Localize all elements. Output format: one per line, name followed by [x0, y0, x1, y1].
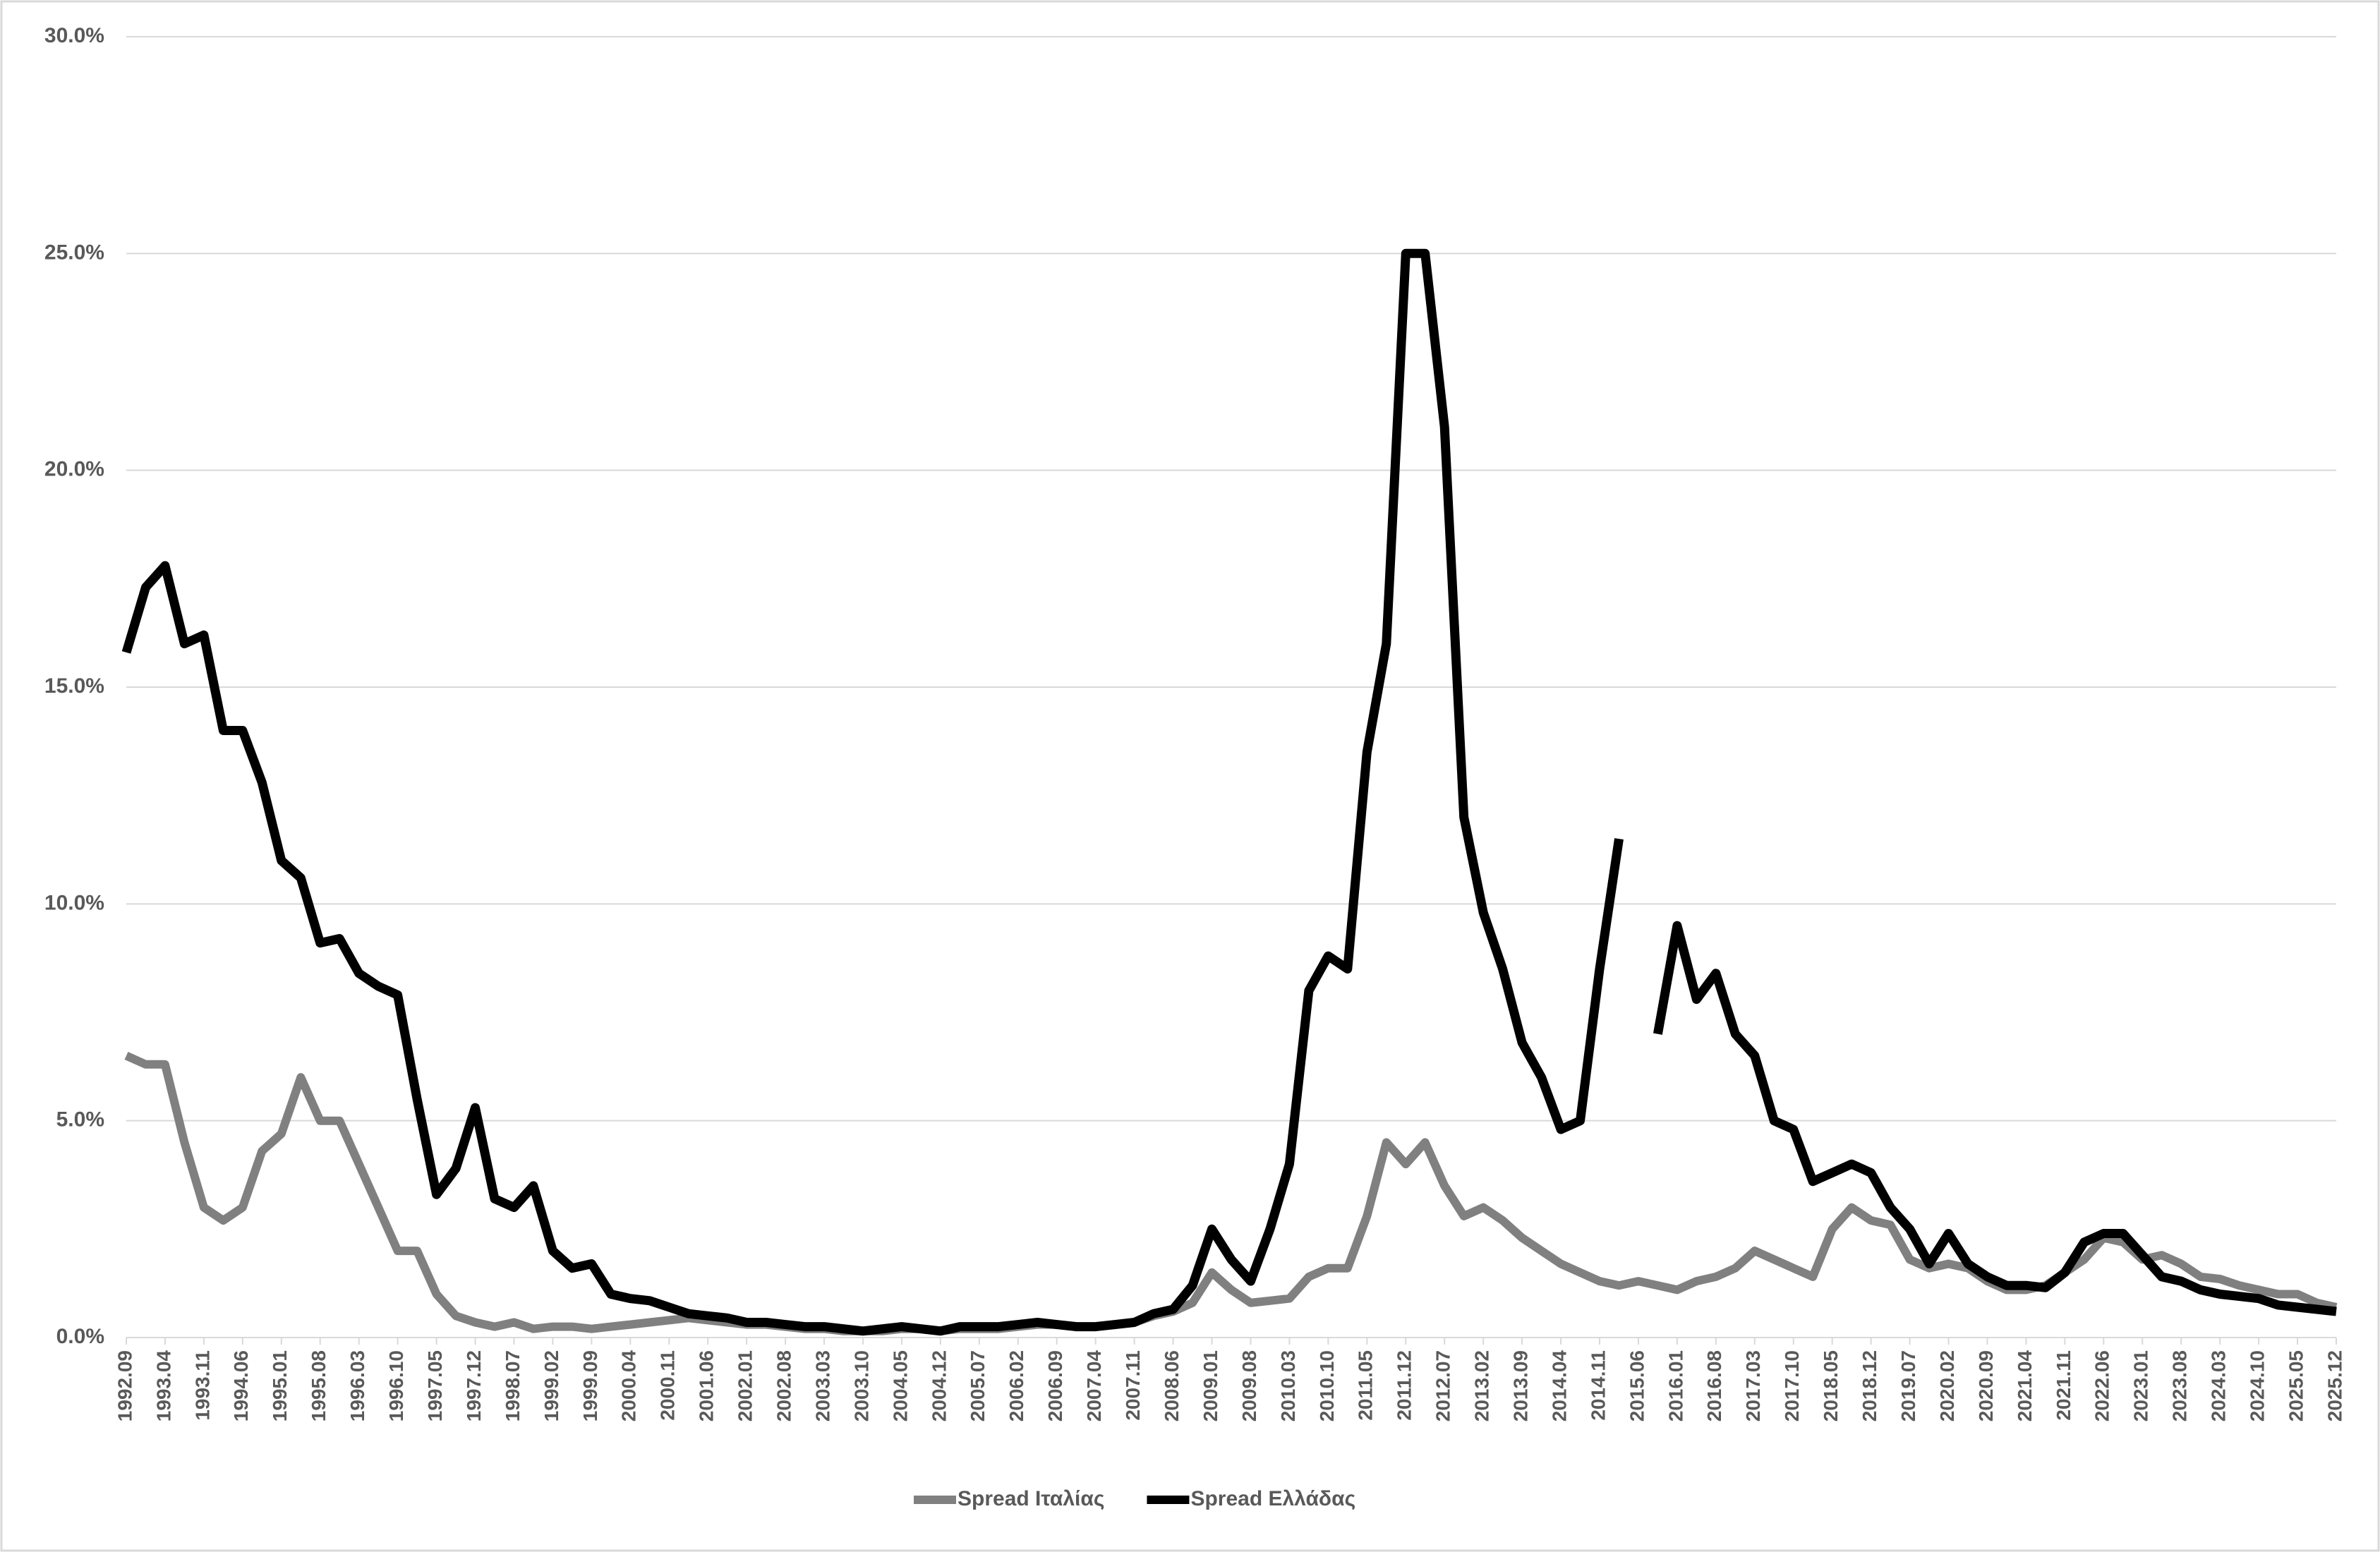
x-tick-label: 1997.12 [463, 1350, 485, 1421]
x-tick-label: 2017.03 [1742, 1350, 1764, 1421]
x-tick-label: 2015.06 [1626, 1350, 1648, 1421]
x-tick-label: 1992.09 [114, 1350, 135, 1421]
y-tick-label: 10.0% [44, 891, 104, 914]
x-tick-label: 2025.05 [2285, 1350, 2307, 1421]
x-tick-label: 1996.03 [346, 1350, 368, 1421]
legend-label: Spread Ιταλίας [958, 1487, 1104, 1510]
x-tick-label: 1997.05 [424, 1350, 446, 1421]
x-tick-label: 2004.05 [889, 1350, 911, 1421]
x-tick-label: 2023.08 [2169, 1350, 2191, 1421]
x-tick-label: 2006.02 [1005, 1350, 1027, 1421]
x-tick-label: 2020.09 [1975, 1350, 1997, 1421]
x-tick-label: 2011.12 [1394, 1350, 1415, 1421]
y-tick-label: 0.0% [56, 1325, 104, 1348]
x-tick-label: 2022.06 [2091, 1350, 2113, 1421]
x-tick-label: 2000.04 [618, 1350, 640, 1422]
x-tick-label: 2017.10 [1781, 1350, 1803, 1421]
series-line [121, 248, 2337, 1336]
x-tick-label: 2013.02 [1471, 1350, 1493, 1421]
x-tick-label: 1993.11 [191, 1350, 213, 1421]
x-tick-label: 2014.04 [1548, 1350, 1570, 1422]
y-tick-label: 5.0% [56, 1108, 104, 1132]
x-tick-label: 2023.01 [2130, 1350, 2152, 1421]
y-tick-label: 20.0% [44, 458, 104, 481]
x-tick-label: 2016.08 [1703, 1350, 1725, 1421]
x-tick-label: 1995.08 [308, 1350, 330, 1421]
x-tick-label: 1996.10 [385, 1350, 407, 1421]
x-tick-label: 2007.11 [1122, 1350, 1144, 1421]
x-tick-label: 2003.03 [811, 1350, 833, 1421]
x-tick-label: 2013.09 [1509, 1350, 1531, 1421]
legend: Spread Ιταλίας Spread Ελλάδας [914, 1487, 1355, 1510]
x-tick-label: 2012.07 [1432, 1350, 1454, 1421]
x-tick-label: 2025.12 [2324, 1350, 2345, 1421]
x-tick-label: 2005.07 [967, 1350, 989, 1421]
y-tick-label: 30.0% [44, 24, 104, 47]
x-tick-label: 2002.01 [735, 1350, 756, 1421]
x-tick-label: 2014.11 [1587, 1350, 1609, 1421]
y-tick-label: 15.0% [44, 674, 104, 698]
x-tick-label: 2018.12 [1859, 1350, 1880, 1421]
x-tick-label: 2021.04 [2014, 1350, 2036, 1422]
legend-label: Spread Ελλάδας [1190, 1487, 1355, 1510]
x-tick-label: 2020.02 [1936, 1350, 1958, 1421]
x-tick-label: 2004.12 [928, 1350, 950, 1421]
x-tick-label: 2010.03 [1277, 1350, 1299, 1421]
x-tick-label: 2003.10 [850, 1350, 872, 1421]
x-tick-label: 1999.02 [540, 1350, 562, 1421]
x-tick-label: 2007.04 [1083, 1350, 1105, 1422]
x-tick-label: 2024.10 [2246, 1350, 2268, 1421]
x-tick-label: 2002.08 [773, 1350, 795, 1421]
x-tick-label: 1998.07 [502, 1350, 524, 1421]
x-tick-label: 2006.09 [1044, 1350, 1066, 1421]
x-tick-label: 2024.03 [2208, 1350, 2230, 1421]
x-tick-label: 1995.01 [269, 1350, 291, 1421]
x-tick-label: 2009.01 [1200, 1350, 1221, 1421]
x-tick-label: 2000.11 [657, 1350, 679, 1421]
x-tick-label: 1999.09 [579, 1350, 601, 1421]
x-tick-label: 2018.05 [1820, 1350, 1842, 1421]
x-tick-label: 2021.11 [2053, 1350, 2074, 1421]
x-tick-label: 2011.05 [1355, 1350, 1377, 1421]
x-tick-label: 2016.01 [1665, 1350, 1686, 1421]
x-tick-label: 2001.06 [696, 1350, 718, 1421]
x-tick-label: 2010.10 [1316, 1350, 1338, 1421]
y-tick-label: 25.0% [44, 241, 104, 264]
x-tick-label: 1994.06 [230, 1350, 252, 1421]
x-tick-label: 2008.06 [1161, 1350, 1183, 1421]
x-tick-label: 2019.07 [1897, 1350, 1919, 1421]
x-tick-label: 1993.04 [152, 1350, 174, 1422]
x-tick-label: 2009.08 [1238, 1350, 1260, 1421]
